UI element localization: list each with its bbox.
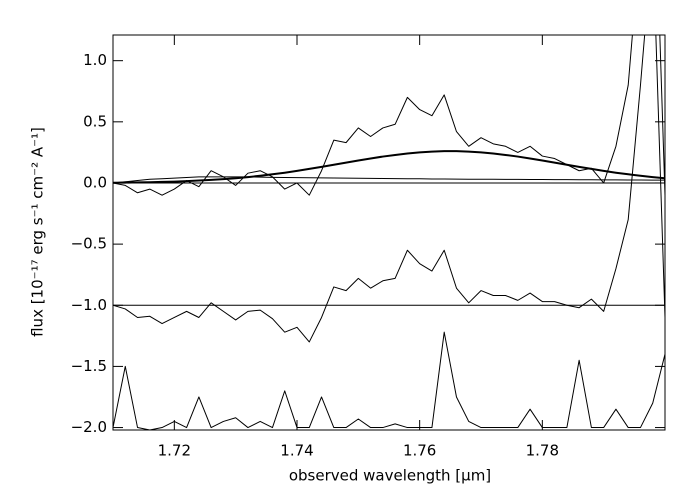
plot-frame [112, 34, 666, 431]
y-tick-label: −1.5 [71, 357, 107, 375]
x-tick-label: 1.78 [526, 442, 559, 460]
data-line [113, 331, 665, 430]
y-tick-label: 0.5 [83, 112, 107, 130]
x-tick-label: 1.74 [280, 442, 313, 460]
data-line [113, 150, 665, 184]
y-axis-label: flux [10⁻¹⁷ erg s⁻¹ cm⁻² A⁻¹] [29, 127, 47, 337]
x-axis-label: observed wavelength [μm] [289, 467, 491, 485]
data-line [113, 35, 665, 196]
data-line [113, 35, 665, 343]
y-tick-label: 0.0 [83, 173, 107, 191]
y-tick-label: 1.0 [83, 51, 107, 69]
y-tick-label: −0.5 [71, 235, 107, 253]
x-tick-label: 1.76 [403, 442, 436, 460]
data-line [113, 176, 665, 184]
y-tick-label: −2.0 [71, 418, 107, 436]
y-tick-label: −1.0 [71, 296, 107, 314]
x-tick-label: 1.72 [158, 442, 191, 460]
plot-area [113, 35, 665, 430]
